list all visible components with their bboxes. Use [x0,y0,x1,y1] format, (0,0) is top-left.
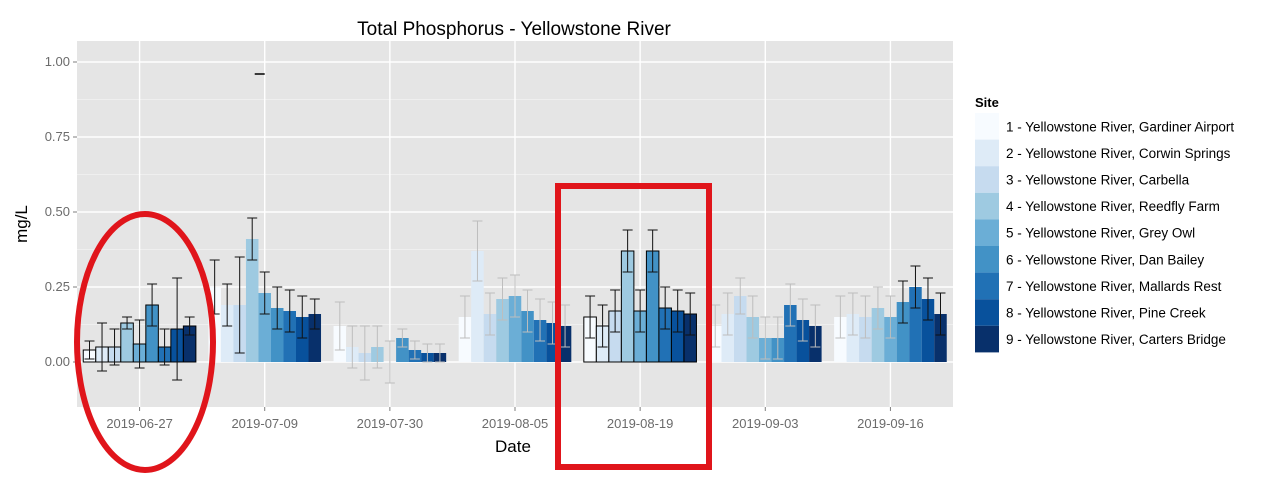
bar [270,308,284,362]
legend-label: 6 - Yellowstone River, Dan Bailey [1006,252,1204,267]
legend-swatch [975,139,999,167]
bar [734,296,747,362]
legend-label: 2 - Yellowstone River, Corwin Springs [1006,146,1231,161]
y-tick-label: 0.25 [45,279,70,294]
bar [934,314,947,362]
bar [521,311,534,362]
bar [396,338,409,362]
y-axis: 0.00 0.25 0.50 0.75 1.00 [45,54,77,369]
legend-swatch [975,219,999,246]
y-axis-title: mg/L [12,205,31,243]
bar [496,299,509,362]
x-axis: 2019-06-27 2019-07-09 2019-07-30 2019-08-05… [106,407,924,431]
bar [896,302,910,362]
legend-label: 8 - Yellowstone River, Pine Creek [1006,306,1206,321]
chart-title: Total Phosphorus - Yellowstone River [357,19,671,40]
legend-label: 7 - Yellowstone River, Mallards Rest [1006,279,1222,294]
y-tick-label: 0.75 [45,129,70,144]
bar [471,251,484,362]
legend-swatch [975,325,999,353]
legend: Site 1 - Yellowstone River, Gardiner Air… [975,95,1234,353]
bar [308,314,322,362]
bar [220,305,234,362]
x-tick-label: 2019-07-09 [231,416,298,431]
legend-swatch [975,246,999,273]
legend-swatch [975,166,999,193]
y-tick-label: 0.00 [45,354,70,369]
legend-label: 1 - Yellowstone River, Gardiner Airport [1006,119,1234,134]
x-tick-label: 2019-07-30 [357,416,424,431]
bar [921,299,935,362]
legend-swatch [975,192,999,220]
error-bars [84,73,946,384]
bar [258,293,271,362]
legend-swatch [975,113,999,140]
bar [508,296,522,362]
x-tick-label: 2019-08-05 [482,416,549,431]
x-axis-title: Date [495,437,531,456]
x-tick-label: 2019-08-19 [607,416,674,431]
bar [859,317,872,362]
x-tick-label: 2019-09-16 [857,416,924,431]
legend-swatch [975,299,999,326]
x-tick-label: 2019-06-27 [106,416,173,431]
bar [834,317,847,362]
bar [458,317,472,362]
bar [721,314,734,362]
annotations [74,183,712,473]
bar [846,314,860,362]
bar [871,308,885,362]
legend-label: 4 - Yellowstone River, Reedfly Farm [1006,199,1220,214]
highlight-rectangle [555,183,712,470]
legend-label: 3 - Yellowstone River, Carbella [1006,173,1190,188]
legend-swatch [975,272,999,300]
bar [245,239,259,362]
bar [746,317,760,362]
legend-label: 5 - Yellowstone River, Grey Owl [1006,226,1195,241]
legend-label: 9 - Yellowstone River, Carters Bridge [1006,332,1226,347]
bar [784,305,797,362]
bar [296,317,309,362]
legend-title: Site [975,95,999,110]
y-tick-label: 0.50 [45,204,70,219]
y-tick-label: 1.00 [45,54,70,69]
x-tick-label: 2019-09-03 [732,416,799,431]
bar [283,311,296,362]
bar [909,287,922,362]
highlight-ellipse [74,211,216,473]
bar [483,314,497,362]
bar [884,317,897,362]
